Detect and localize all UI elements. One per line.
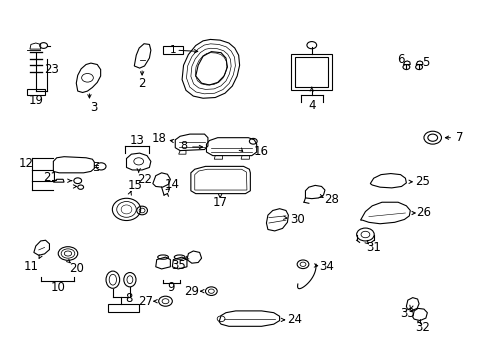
Text: 18: 18	[151, 132, 166, 145]
Text: 16: 16	[254, 145, 268, 158]
Text: 25: 25	[414, 175, 429, 188]
Text: 14: 14	[164, 178, 180, 191]
Text: 33: 33	[400, 307, 414, 320]
Text: 4: 4	[307, 99, 315, 112]
Text: 2: 2	[138, 77, 145, 90]
Text: 17: 17	[212, 196, 227, 209]
Text: 9: 9	[167, 281, 175, 294]
Text: 24: 24	[286, 313, 301, 327]
Text: 12: 12	[19, 157, 34, 170]
Text: 8: 8	[180, 141, 187, 151]
Text: 27: 27	[138, 295, 153, 308]
Text: 11: 11	[23, 260, 39, 273]
Text: 15: 15	[127, 179, 142, 192]
Text: 10: 10	[51, 281, 65, 294]
Text: 28: 28	[323, 193, 338, 206]
Text: 22: 22	[137, 173, 152, 186]
Text: 8: 8	[124, 292, 132, 305]
Text: 5: 5	[421, 56, 428, 69]
Text: 7: 7	[455, 131, 463, 144]
Text: 6: 6	[396, 53, 404, 66]
Text: 23: 23	[44, 63, 59, 76]
Text: 32: 32	[414, 320, 429, 333]
Text: 1: 1	[169, 45, 176, 55]
Text: 30: 30	[289, 213, 304, 226]
Text: 29: 29	[184, 285, 199, 298]
Text: 19: 19	[28, 94, 43, 107]
Text: 20: 20	[69, 262, 83, 275]
Text: 3: 3	[90, 101, 98, 114]
Text: 34: 34	[318, 260, 333, 273]
Text: 35: 35	[171, 259, 185, 272]
Text: 21: 21	[43, 171, 58, 184]
Text: 13: 13	[129, 134, 144, 147]
Text: 31: 31	[365, 241, 380, 254]
Text: 26: 26	[416, 207, 430, 220]
